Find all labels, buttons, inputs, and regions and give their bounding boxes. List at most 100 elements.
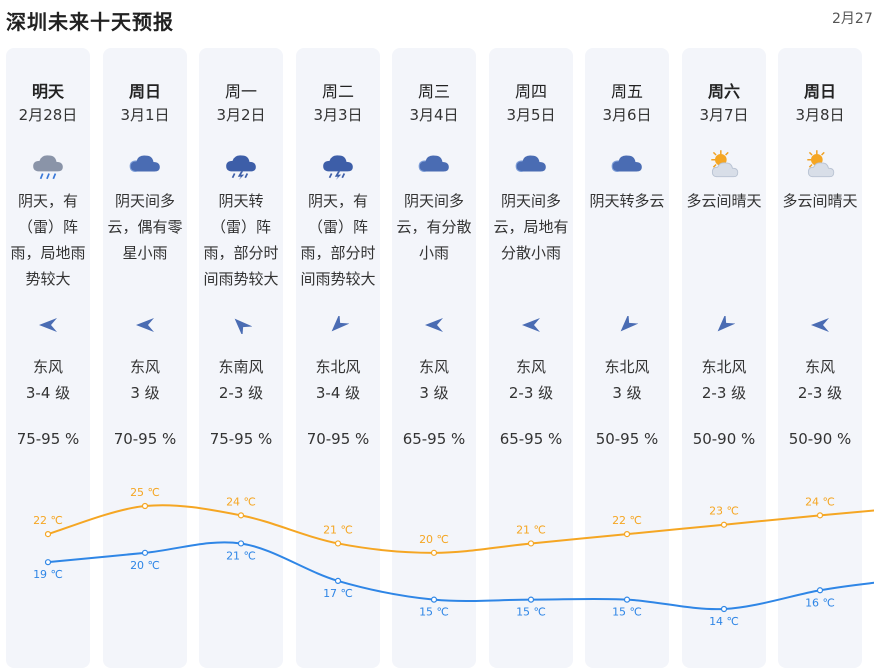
high-temp-point (527, 540, 535, 547)
low-temp-point (430, 596, 438, 603)
wind-direction: 东北风 (701, 358, 747, 376)
wind-level: 2-3 级 (701, 384, 747, 402)
cloud-icon (489, 148, 573, 182)
low-temp-point (623, 596, 631, 603)
low-temp-point (720, 605, 728, 613)
wind-direction: 东风 (515, 358, 546, 376)
wind-level: 3 级 (130, 384, 160, 402)
cloud-icon (585, 148, 669, 182)
weather-description: 阴天间多云，局地有分散小雨 (493, 192, 569, 262)
weather-description: 多云间晴天 (782, 192, 858, 210)
low-temp-label: 14 ℃ (709, 615, 739, 628)
day-column[interactable]: 周六 3月7日 多云间晴天 东北风 2-3 级 50-90 % (682, 48, 766, 668)
weather-description: 阴天间多云，偶有零星小雨 (107, 192, 183, 262)
wind-direction-arrow-icon (489, 316, 573, 338)
day-date: 2月28日 (18, 106, 78, 124)
wind-direction: 东风 (804, 358, 835, 376)
high-temp-label: 21 ℃ (516, 523, 546, 536)
low-temp-point (237, 540, 245, 547)
wind-direction-arrow-icon (585, 316, 669, 338)
high-temp-point (623, 530, 631, 538)
weather-description: 多云间晴天 (686, 192, 762, 210)
high-temp-label: 22 ℃ (612, 514, 642, 527)
page-title: 深圳未来十天预报 (6, 10, 174, 34)
day-date: 3月1日 (120, 106, 170, 124)
wind-direction: 东北风 (604, 358, 650, 376)
day-name: 周二 (321, 82, 354, 101)
low-temp-label: 16 ℃ (805, 596, 835, 609)
cloud-icon (392, 148, 476, 182)
wind-direction-arrow-icon (392, 316, 476, 338)
high-temp-label: 20 ℃ (419, 533, 449, 546)
day-date: 3月8日 (795, 106, 845, 124)
day-column[interactable]: 周一 3月2日 阴天转（雷）阵雨，部分时间雨势较大 东南风 2-3 级 75-9… (199, 48, 283, 668)
wind-level: 3-4 级 (25, 384, 71, 402)
day-date: 3月7日 (699, 106, 749, 124)
wind-level: 2-3 级 (508, 384, 554, 402)
low-temp-line (47, 541, 874, 611)
high-temp-label: 24 ℃ (805, 495, 835, 508)
wind-direction: 东风 (129, 358, 160, 376)
wind-direction-arrow-icon (778, 316, 862, 338)
day-name: 周日 (128, 82, 161, 101)
wind-direction-arrow-icon (199, 316, 283, 338)
high-temp-label: 21 ℃ (323, 523, 353, 536)
high-temp-point (141, 502, 149, 510)
day-column[interactable]: 周五 3月6日 阴天转多云 东北风 3 级 50-95 % (585, 48, 669, 668)
high-temp-line (47, 504, 874, 554)
wind-direction: 东北风 (315, 358, 361, 376)
humidity: 75-95 % (16, 430, 80, 448)
weather-description: 阴天转多云 (589, 192, 665, 210)
low-temp-label: 19 ℃ (33, 568, 63, 581)
day-column[interactable]: 周二 3月3日 阴天，有（雷）阵雨，部分时间雨势较大 东北风 3-4 级 70-… (296, 48, 380, 668)
high-temp-label: 24 ℃ (226, 495, 256, 508)
high-temp-point (816, 512, 824, 519)
day-date: 3月6日 (602, 106, 652, 124)
day-column[interactable]: 周四 3月5日 阴天间多云，局地有分散小雨 东风 2-3 级 65-95 % (489, 48, 573, 668)
day-name: 周三 (417, 82, 450, 101)
humidity: 70-95 % (113, 430, 177, 448)
thunder-rain-icon (199, 148, 283, 182)
wind-direction: 东南风 (218, 358, 264, 376)
high-temp-point (720, 521, 728, 528)
low-temp-label: 20 ℃ (130, 559, 160, 572)
wind-level: 2-3 级 (218, 384, 264, 402)
high-temp-label: 25 ℃ (130, 486, 160, 499)
high-temp-point (44, 530, 52, 538)
weather-description: 阴天间多云，有分散小雨 (396, 192, 472, 262)
partly-cloudy-icon (682, 148, 766, 182)
wind-direction-arrow-icon (296, 316, 380, 338)
low-temp-point (141, 549, 149, 556)
humidity: 75-95 % (209, 430, 273, 448)
current-date: 2月27日 (832, 11, 874, 27)
day-name: 周日 (803, 82, 836, 101)
low-temp-point (44, 559, 52, 566)
weather-description: 阴天，有（雷）阵雨，部分时间雨势较大 (300, 192, 376, 288)
wind-direction-arrow-icon (6, 316, 90, 338)
wind-direction-arrow-icon (682, 316, 766, 338)
weather-description: 阴天，有（雷）阵雨，局地雨势较大 (10, 192, 86, 288)
wind-level: 3 级 (612, 384, 642, 402)
wind-direction: 东风 (32, 358, 63, 376)
cloud-icon (103, 148, 187, 182)
low-temp-point (816, 587, 824, 594)
weather-description: 阴天转（雷）阵雨，部分时间雨势较大 (203, 192, 279, 288)
low-temp-point (527, 596, 535, 603)
day-name: 周一 (224, 82, 257, 101)
high-temp-point (334, 540, 342, 547)
humidity: 50-90 % (788, 430, 852, 448)
partly-cloudy-icon (778, 148, 862, 182)
humidity: 65-95 % (499, 430, 563, 448)
day-column[interactable]: 周日 3月1日 阴天间多云，偶有零星小雨 东风 3 级 70-95 % (103, 48, 187, 668)
day-column[interactable]: 周日 3月8日 多云间晴天 东风 2-3 级 50-90 % (778, 48, 862, 668)
low-temp-label: 15 ℃ (419, 606, 449, 619)
day-date: 3月3日 (313, 106, 363, 124)
day-name: 周五 (610, 82, 643, 101)
wind-level: 2-3 级 (797, 384, 843, 402)
rain-cloud-icon (6, 148, 90, 182)
low-temp-label: 21 ℃ (226, 549, 256, 562)
wind-direction: 东风 (418, 358, 449, 376)
day-column[interactable]: 周三 3月4日 阴天间多云，有分散小雨 东风 3 级 65-95 % (392, 48, 476, 668)
low-temp-point (334, 577, 342, 585)
humidity: 50-95 % (595, 430, 659, 448)
